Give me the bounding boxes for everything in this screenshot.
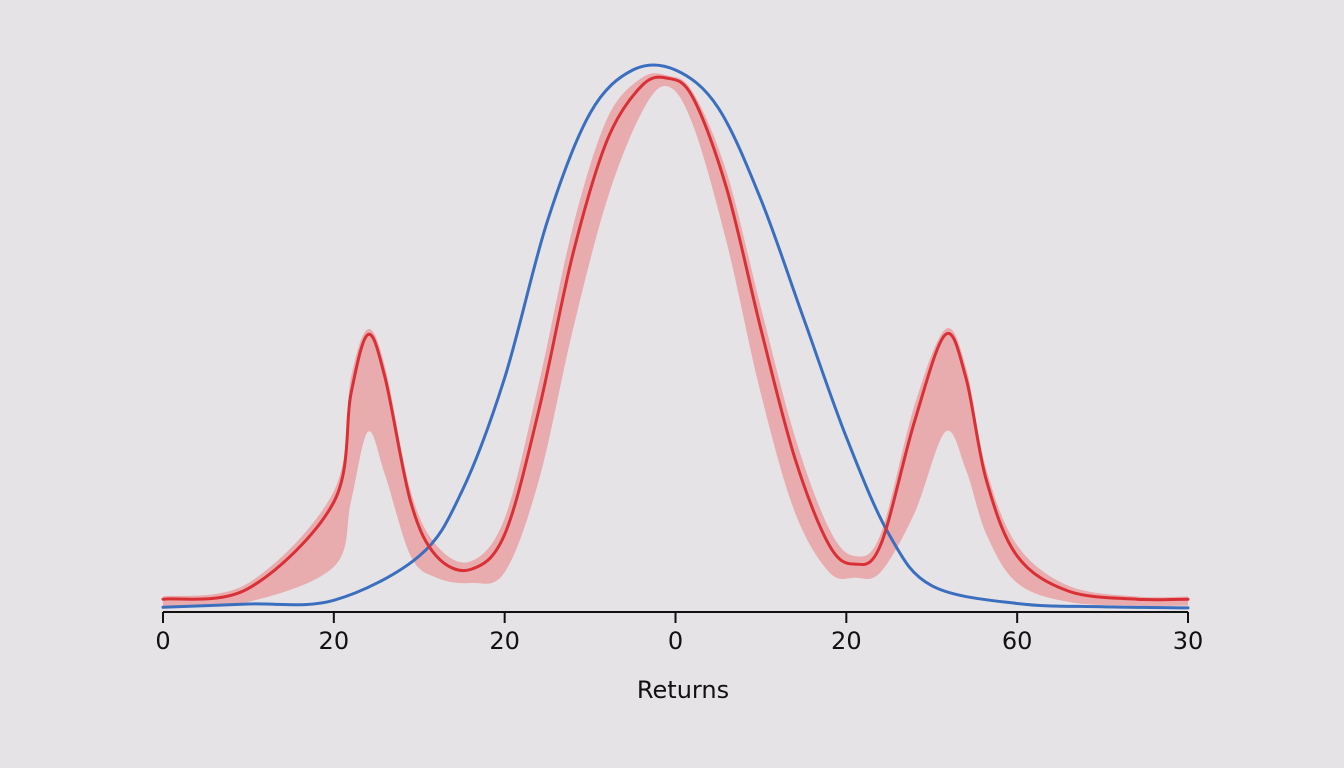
x-tick-label: 30 — [1173, 627, 1204, 655]
x-axis-title: Returns — [637, 676, 729, 704]
x-tick-label: 20 — [489, 627, 520, 655]
x-tick-label: 0 — [668, 627, 683, 655]
x-tick-label: 20 — [831, 627, 862, 655]
x-tick-label: 60 — [1002, 627, 1033, 655]
x-tick-label: 0 — [155, 627, 170, 655]
uncertainty-band — [163, 73, 1188, 608]
x-axis: 0 20 20 0 20 60 30 — [155, 611, 1204, 655]
band-layer — [163, 73, 1188, 608]
normal-fit-line — [161, 63, 1190, 610]
series-layer — [161, 63, 1190, 610]
observed-median-line — [161, 75, 1190, 602]
x-tick-label: 20 — [319, 627, 350, 655]
